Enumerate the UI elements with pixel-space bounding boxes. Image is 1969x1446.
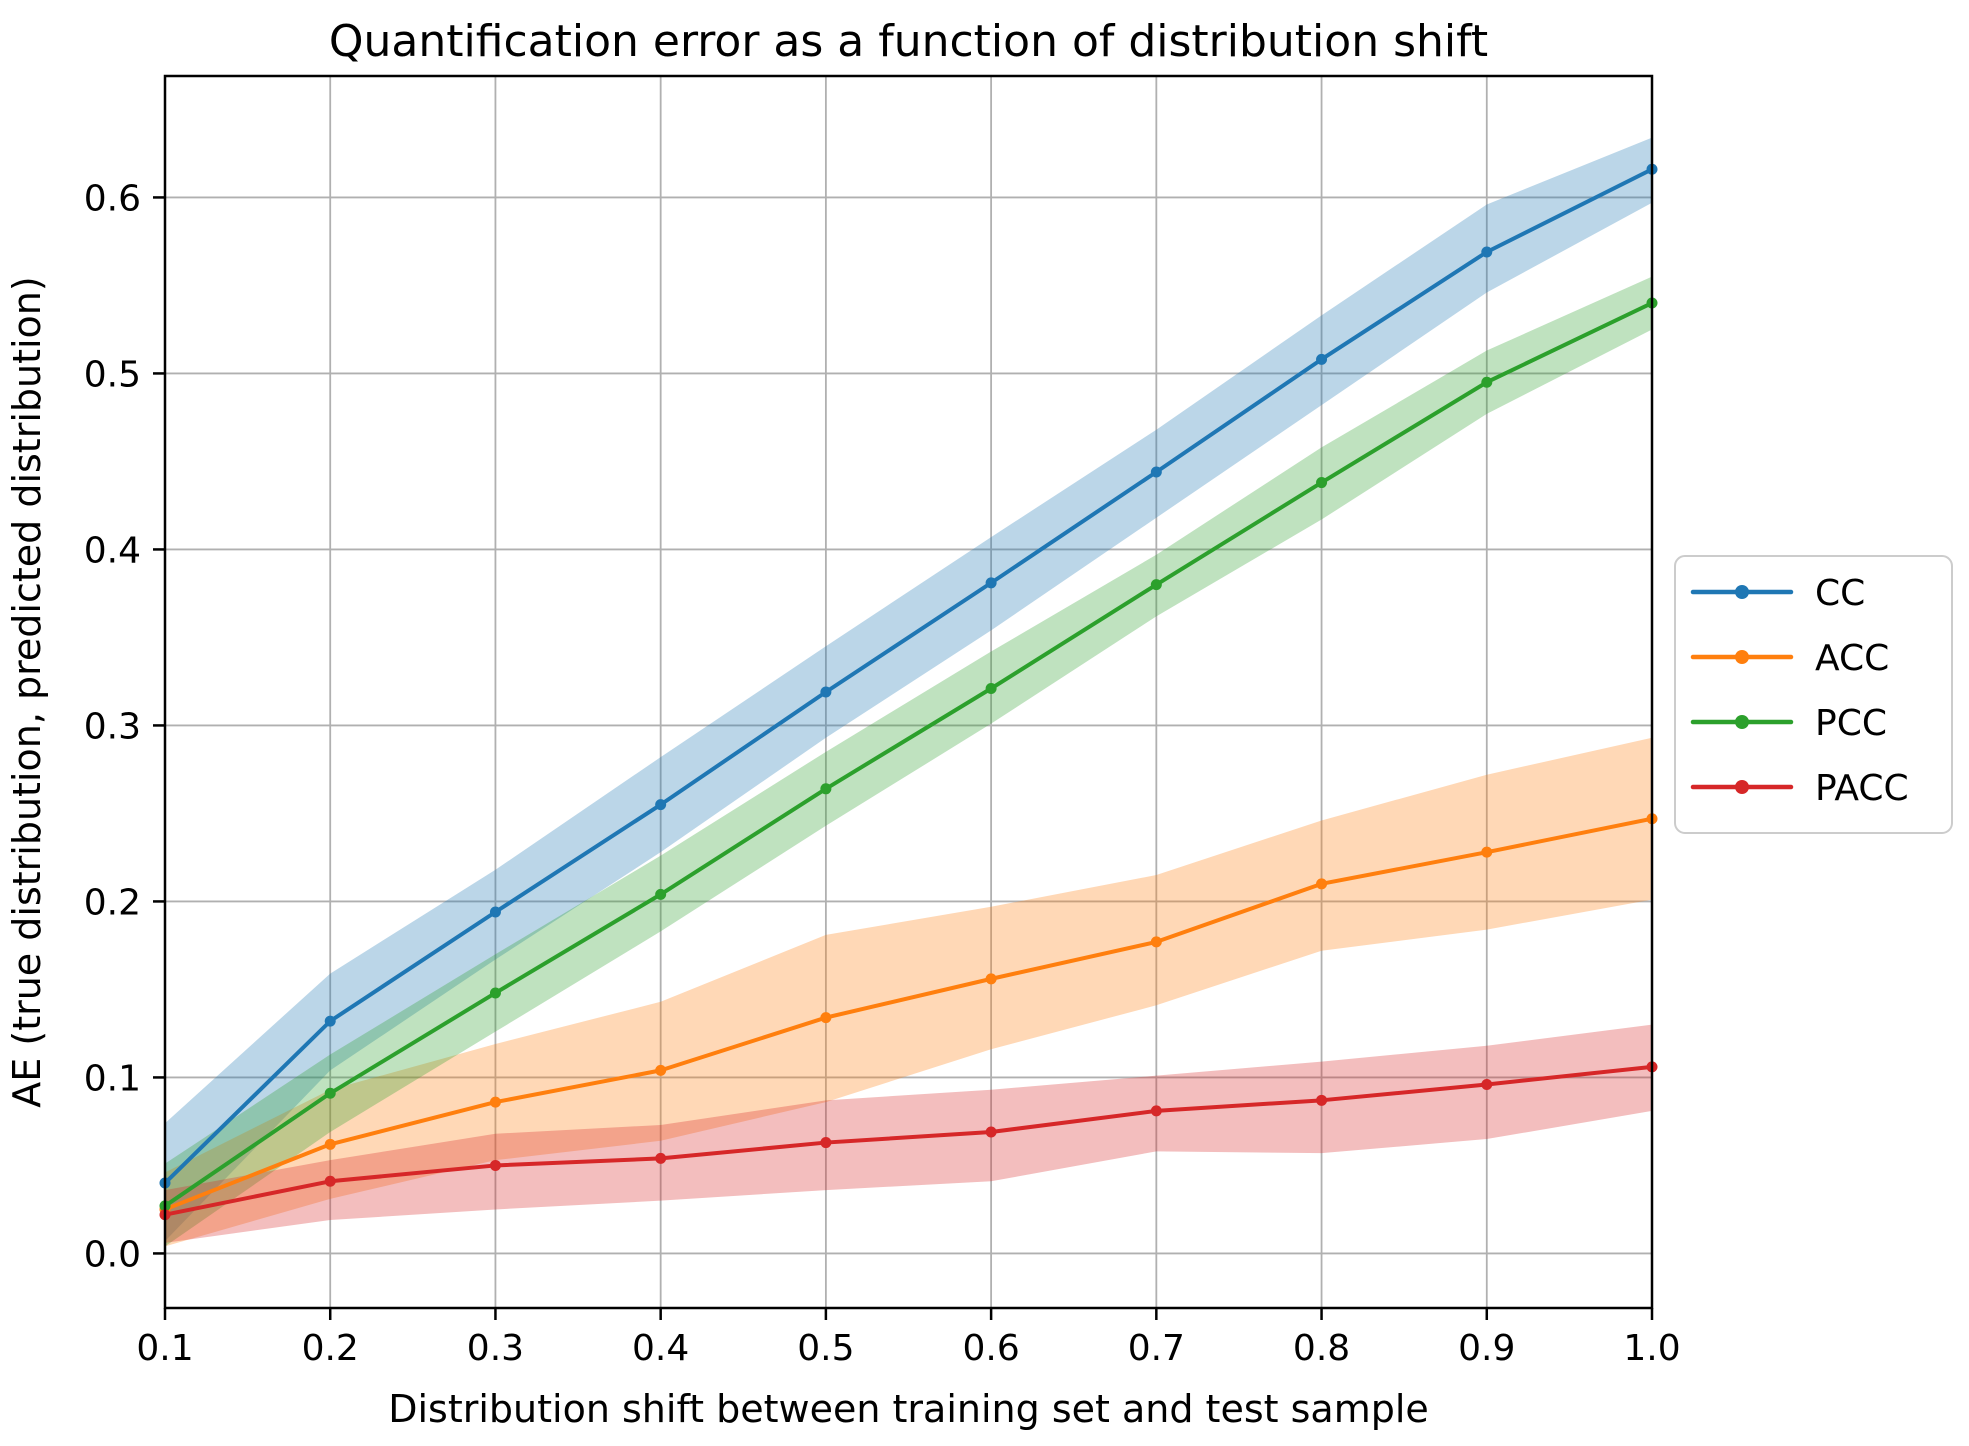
legend-box: [1674, 555, 1953, 834]
data-point-pacc: [985, 1126, 997, 1138]
x-tick-label: 0.6: [962, 1328, 1019, 1369]
x-tick-label: 0.8: [1293, 1328, 1350, 1369]
data-point-acc: [820, 1012, 832, 1024]
legend-label-cc: CC: [1815, 573, 1865, 614]
data-point-cc: [1316, 353, 1328, 365]
data-point-pacc: [820, 1137, 832, 1149]
data-point-cc: [324, 1015, 336, 1027]
data-point-pcc: [324, 1087, 336, 1099]
x-tick-label: 0.7: [1128, 1328, 1185, 1369]
x-tick-label: 0.3: [467, 1328, 524, 1369]
legend-label-acc: ACC: [1815, 638, 1889, 679]
data-point-pacc: [655, 1152, 667, 1164]
confidence-band-pcc: [165, 276, 1652, 1247]
data-point-pcc: [489, 987, 501, 999]
data-point-pcc: [820, 783, 832, 795]
legend-swatch-marker: [1735, 715, 1749, 729]
data-point-pacc: [1150, 1105, 1162, 1117]
x-axis-label: Distribution shift between training set …: [388, 1387, 1429, 1431]
series-line-acc: [163, 816, 1654, 1212]
y-tick-label: 0.3: [84, 706, 141, 747]
x-tick-label: 0.4: [632, 1328, 689, 1369]
x-tick-label: 0.5: [797, 1328, 854, 1369]
data-point-acc: [324, 1138, 336, 1150]
x-tick-label: 0.9: [1458, 1328, 1515, 1369]
data-point-acc: [1316, 878, 1328, 890]
y-tick-label: 0.6: [84, 178, 141, 219]
data-point-pcc: [1481, 376, 1493, 388]
data-point-cc: [1150, 466, 1162, 478]
chart-title: Quantification error as a function of di…: [329, 16, 1488, 67]
x-tick-label: 1.0: [1623, 1328, 1680, 1369]
y-tick-label: 0.5: [84, 354, 141, 395]
series-line-pcc: [163, 301, 1654, 1208]
data-point-cc: [985, 577, 997, 589]
data-point-acc: [1481, 846, 1493, 858]
y-tick-label: 0.0: [84, 1234, 141, 1275]
y-tick-label: 0.4: [84, 530, 141, 571]
confidence-band-pacc: [165, 1024, 1652, 1243]
data-point-acc: [1150, 936, 1162, 948]
series-line-pacc: [163, 1064, 1654, 1217]
data-point-cc: [489, 906, 501, 918]
x-tick-label: 0.2: [302, 1328, 359, 1369]
legend-label-pcc: PCC: [1815, 703, 1887, 744]
y-tick-label: 0.1: [84, 1058, 141, 1099]
y-tick-label: 0.2: [84, 882, 141, 923]
data-point-cc: [820, 686, 832, 698]
y-axis-label: AE (true distribution, predicted distrib…: [5, 276, 49, 1107]
data-point-cc: [1481, 246, 1493, 258]
data-point-pcc: [985, 682, 997, 694]
data-point-pcc: [1150, 579, 1162, 591]
data-point-acc: [985, 973, 997, 985]
legend-label-pacc: PACC: [1815, 768, 1909, 809]
data-point-pacc: [324, 1175, 336, 1187]
data-point-pacc: [1316, 1094, 1328, 1106]
confidence-band-acc: [165, 737, 1652, 1247]
legend-swatch-marker: [1735, 650, 1749, 664]
data-point-acc: [489, 1096, 501, 1108]
data-point-acc: [655, 1064, 667, 1076]
data-point-pacc: [1481, 1078, 1493, 1090]
plot-border: [163, 74, 1654, 1310]
confidence-band-cc: [165, 137, 1652, 1242]
legend-swatch-marker: [1735, 780, 1749, 794]
data-point-pcc: [1316, 477, 1328, 489]
x-tick-label: 0.1: [136, 1328, 193, 1369]
series-line-cc: [163, 167, 1654, 1186]
data-point-pacc: [489, 1159, 501, 1171]
data-point-pcc: [655, 888, 667, 900]
data-point-cc: [655, 799, 667, 811]
legend-swatch-marker: [1735, 585, 1749, 599]
